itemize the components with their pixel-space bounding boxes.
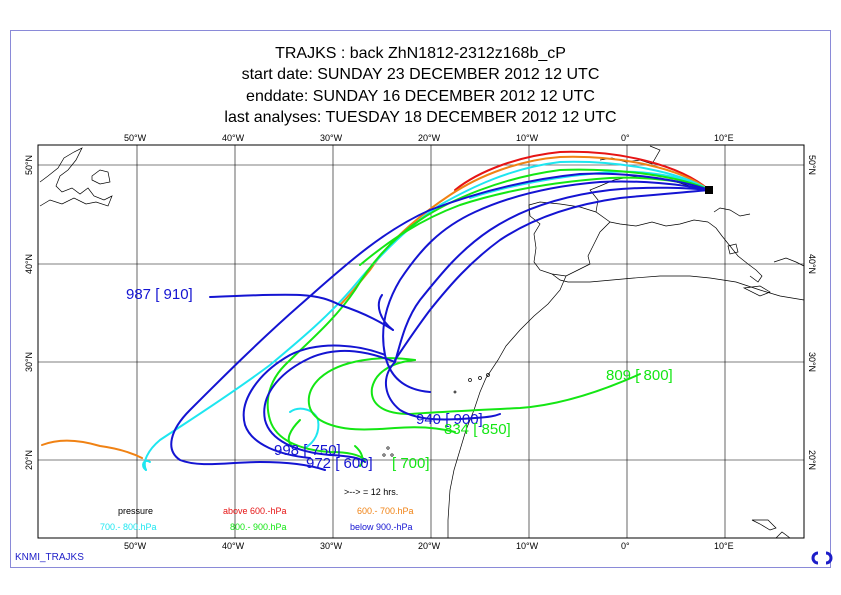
legend-700-800: 700.- 800.hPa — [100, 522, 157, 532]
lat-left-50n: 50°N — [24, 154, 35, 176]
title-line-4: last analyses: TUESDAY 18 DECEMBER 2012 … — [224, 109, 617, 126]
lon-top-10e: 10°E — [714, 133, 734, 143]
traj-label-972: 972 [ 600] — [306, 455, 373, 472]
lon-top-40w: 40°W — [222, 133, 245, 143]
lon-bottom-50w: 50°W — [124, 541, 147, 551]
lat-right-40n: 40°N — [807, 253, 818, 275]
lon-bottom-10w: 10°W — [516, 541, 539, 551]
lon-bottom-20w: 20°W — [418, 541, 441, 551]
graticule — [38, 145, 804, 538]
legend-pressure: pressure — [118, 506, 154, 516]
legend-above-600: above 600.-hPa — [223, 506, 287, 516]
lon-top-30w: 30°W — [320, 133, 343, 143]
lon-bottom-30w: 30°W — [320, 541, 343, 551]
lon-top-20w: 20°W — [418, 133, 441, 143]
title-line-3: enddate: SUNDAY 16 DECEMBER 2012 12 UTC — [246, 88, 595, 105]
trajectories — [41, 150, 710, 471]
traj-label-700: [ 700] — [392, 455, 430, 472]
map-border — [37, 144, 805, 539]
traj-label-834: 834 [ 850] — [444, 421, 511, 438]
footer-label: KNMI_TRAJKS — [15, 552, 84, 563]
lon-top-50w: 50°W — [124, 133, 147, 143]
legend-800-900: 800.- 900.hPa — [230, 522, 287, 532]
legend-600-700: 600.- 700.hPa — [357, 506, 414, 516]
lat-left-20n: 20°N — [24, 449, 35, 471]
traj-label-940: 940 [ 900] — [416, 411, 483, 428]
lat-left-30n: 30°N — [24, 351, 35, 373]
traj-label-998: 998 [ 750] — [274, 442, 341, 459]
title-line-2: start date: SUNDAY 23 DECEMBER 2012 12 U… — [241, 66, 600, 83]
lat-right-50n: 50°N — [807, 154, 818, 176]
lat-right-30n: 30°N — [807, 351, 818, 373]
traj-label-987: 987 [ 910] — [126, 286, 193, 303]
station-marker — [705, 186, 713, 194]
lon-top-0: 0° — [621, 133, 630, 143]
legend-below-900: below 900.-hPa — [350, 522, 413, 532]
title-line-1: TRAJKS : back ZhN1812-2312z168b_cP — [275, 45, 566, 62]
lon-bottom-40w: 40°W — [222, 541, 245, 551]
lat-left-40n: 40°N — [24, 253, 35, 275]
plot-frame — [10, 30, 831, 568]
lon-top-10w: 10°W — [516, 133, 539, 143]
traj-label-809: 809 [ 800] — [606, 367, 673, 384]
lon-bottom-0: 0° — [621, 541, 630, 551]
coastlines — [39, 145, 805, 539]
lon-bottom-10e: 10°E — [714, 541, 734, 551]
legend-arrow-note: >--> = 12 hrs. — [344, 487, 399, 497]
lat-right-20n: 20°N — [807, 449, 818, 471]
